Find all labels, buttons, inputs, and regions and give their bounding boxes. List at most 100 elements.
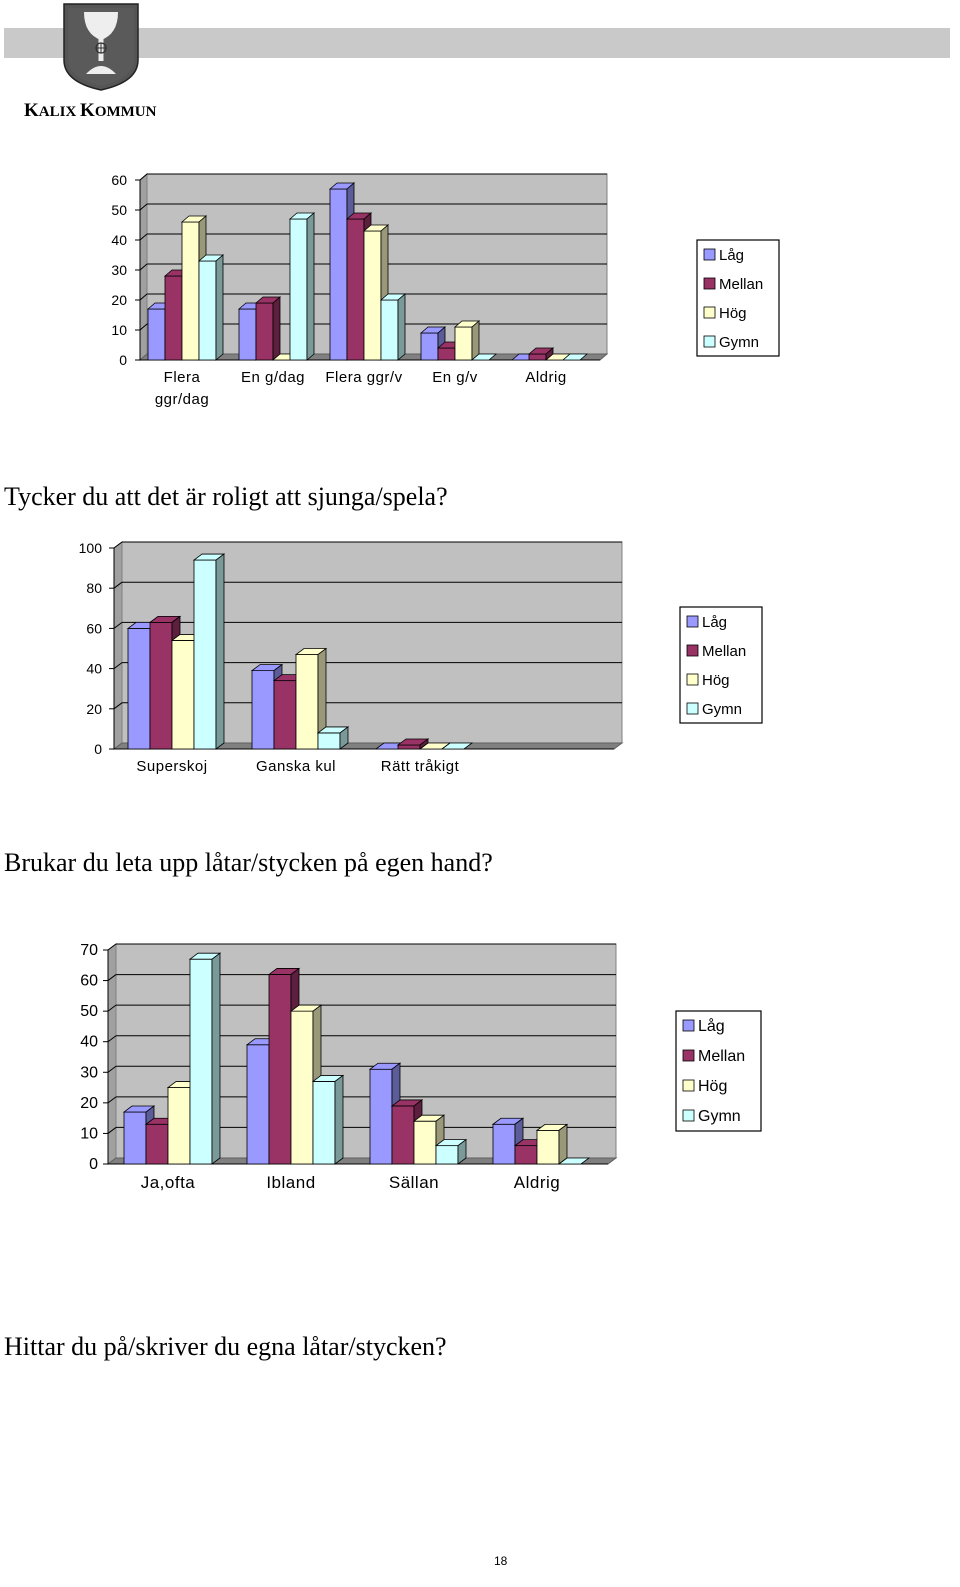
header-bar [4,28,950,58]
y-tick-label: 30 [111,262,127,278]
legend-label-låg: Låg [698,1017,725,1035]
bar-side [215,553,225,750]
gridline-side [139,233,148,241]
bar-side [397,293,406,361]
gridline-side [139,293,148,301]
x-category-label: Ibland [266,1173,315,1192]
y-tick-label: 60 [111,172,127,188]
bar-mellan-1 [254,296,282,361]
gridline-side [139,323,148,331]
legend-label-mellan: Mellan [698,1048,745,1065]
y-tick-label: 0 [89,1156,98,1173]
bar-front [435,1145,459,1165]
bar-side [339,726,349,750]
gridline-side [107,1004,117,1012]
bar-front [290,1010,314,1165]
legend-swatch-mellan [703,277,716,290]
question-2: Brukar du leta upp låtar/stycken på egen… [4,848,493,877]
bar-front [317,732,341,750]
y-tick-label: 100 [79,540,103,556]
bar-låg-1 [250,663,284,750]
bar-gymn-2 [434,1138,468,1165]
bar-zero [557,1157,591,1165]
bar-front [454,326,473,361]
x-category-label: Aldrig [514,1173,560,1192]
bar-gymn-1 [316,726,350,750]
y-tick-label: 40 [111,232,127,248]
bar-hög-3 [453,320,481,361]
legend-label-låg: Låg [719,247,744,264]
y-tick-label: 20 [111,292,127,308]
gridline-side [107,1035,117,1043]
chart-enjoy-singing: 0 20 40 60 80 100 Superskoj Ganska kul Rätt tråk… [79,540,763,775]
x-category-label: En g/v [432,369,478,386]
legend-swatch-hög [703,306,716,319]
bar-gymn-3 [470,353,498,361]
bar-front [268,974,292,1165]
y-tick-label: 10 [111,322,127,338]
bar-zero [470,353,498,361]
bar-side [211,952,221,1165]
x-category-label: Sällan [389,1173,439,1192]
bar-gymn-1 [311,1074,345,1165]
bar-front [312,1081,336,1165]
bar-zero [440,742,474,750]
bar-front [514,1145,538,1165]
bar-front [123,1111,147,1165]
legend-swatch-hög [686,673,699,686]
bar-front [289,218,308,361]
bar-front [329,188,348,361]
legend-swatch-låg [686,615,699,628]
plot-side-wall [113,541,123,750]
bar-front [255,302,274,361]
bar-side [215,254,224,361]
bar-front [528,353,547,361]
gridline-side [139,263,148,271]
bar-side [306,212,315,361]
bar-front [363,230,382,361]
legend-label-mellan: Mellan [702,643,746,660]
bar-front [193,559,217,750]
org-name: KALIX KOMMUN [24,100,157,121]
legend-swatch-gymn [686,702,699,715]
chart-find-songs: 0 10 20 30 40 50 60 70 Ja,ofta Ibland Sällan Aldrig… [80,942,762,1192]
bar-gymn-2 [440,742,474,750]
x-category-label: ggr/dag [155,391,209,408]
bar-mellan-2 [396,738,430,750]
bar-front [251,670,275,750]
question-1: Tycker du att det är roligt att sjunga/s… [4,482,448,511]
bar-side [334,1074,344,1165]
y-tick-label: 60 [80,973,98,990]
legend-swatch-låg [682,1019,695,1032]
y-tick-label: 50 [111,202,127,218]
bar-front [145,1123,169,1165]
bar-front [420,332,439,361]
bar-front [189,958,213,1165]
bar-side [558,1123,568,1165]
y-tick-label: 30 [80,1064,98,1081]
gridline-side [107,1065,117,1073]
legend-label-låg: Låg [702,614,727,631]
legend-label-hög: Hög [719,305,747,322]
gridline-side [107,1127,117,1134]
y-tick-label: 20 [86,701,102,717]
question-3: Hittar du på/skriver du egna låtar/styck… [4,1332,447,1361]
bar-front [181,221,200,361]
y-tick-label: 40 [86,661,102,677]
coat-of-arms-chalice-icon [63,3,139,91]
bar-side [272,296,281,361]
bar-zero [561,353,589,361]
x-category-label: En g/dag [241,369,305,386]
bar-front [167,1087,191,1165]
bar-front [273,680,297,750]
gridline-side [107,974,117,981]
bar-gymn-2 [379,293,407,361]
legend-label-gymn: Gymn [698,1108,741,1125]
y-tick-label: 50 [80,1003,98,1020]
x-category-label: Ganska kul [256,758,336,775]
gridline-side [107,943,117,951]
page-number: 18 [494,1554,508,1568]
bar-side [471,320,480,361]
bar-front [536,1129,560,1165]
legend-swatch-låg [703,248,716,261]
